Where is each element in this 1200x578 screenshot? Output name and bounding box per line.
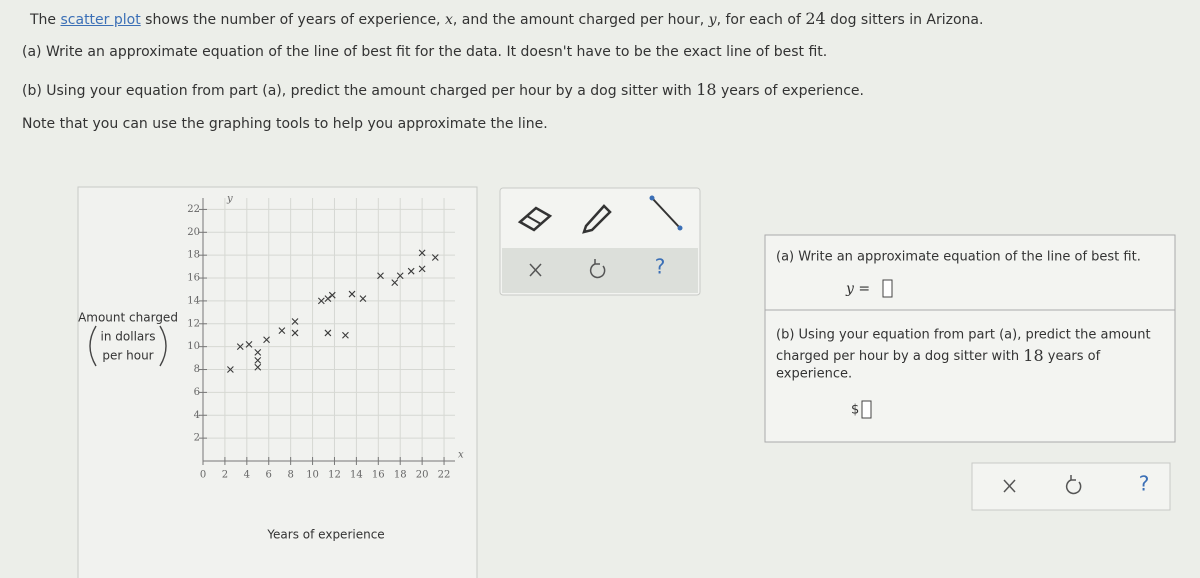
undo-button[interactable] bbox=[589, 259, 606, 279]
problem-part-b: (b) Using your equation from part (a), p… bbox=[22, 80, 864, 99]
help-button[interactable]: ? bbox=[655, 255, 666, 279]
point bbox=[263, 336, 270, 344]
answer-panel bbox=[764, 234, 1176, 443]
point bbox=[328, 291, 336, 299]
prediction-input[interactable] bbox=[861, 400, 872, 419]
x-tick-label: 4 bbox=[244, 470, 250, 481]
number: 24 bbox=[805, 9, 826, 28]
x-tick-label: 0 bbox=[200, 470, 206, 481]
x-tick-label: 10 bbox=[306, 470, 319, 481]
point bbox=[324, 295, 332, 303]
y-tick-label: 20 bbox=[187, 227, 200, 238]
y-tick-label: 22 bbox=[187, 204, 200, 215]
text: years of experience. bbox=[716, 83, 864, 99]
point bbox=[431, 254, 439, 261]
pencil-tool[interactable] bbox=[582, 204, 612, 234]
graph-panel[interactable] bbox=[77, 186, 478, 578]
y-axis-label: Amount charged bbox=[78, 311, 178, 325]
answer-part-a: (a) Write an approximate equation of the… bbox=[776, 250, 1141, 265]
x-tick-label: 22 bbox=[438, 470, 451, 481]
text: , and the amount charged per hour, bbox=[452, 12, 709, 28]
point bbox=[377, 272, 384, 280]
y-tick-label: 18 bbox=[187, 250, 200, 261]
point bbox=[254, 363, 262, 371]
y-tick-label: 14 bbox=[187, 295, 200, 306]
point bbox=[227, 366, 234, 373]
point bbox=[418, 249, 426, 257]
point bbox=[396, 272, 404, 280]
x-tick-label: 14 bbox=[350, 470, 363, 481]
y-axis-symbol: y bbox=[226, 194, 233, 205]
problem-intro: The scatter plot shows the number of yea… bbox=[30, 9, 983, 28]
line-tool[interactable] bbox=[649, 195, 683, 231]
help-button[interactable]: ? bbox=[1139, 472, 1150, 496]
x-axis-label: Years of experience bbox=[266, 528, 384, 542]
point bbox=[245, 340, 253, 348]
y-tick-label: 16 bbox=[187, 273, 200, 284]
eraser-tool[interactable] bbox=[517, 206, 553, 232]
y-tick-label: 10 bbox=[187, 341, 200, 352]
y-axis-label: per hour bbox=[102, 349, 153, 363]
paren bbox=[159, 325, 167, 367]
y-tick-label: 12 bbox=[187, 318, 200, 329]
point bbox=[254, 356, 262, 364]
math: y bbox=[708, 12, 717, 28]
point bbox=[348, 290, 356, 298]
point bbox=[291, 329, 299, 337]
point bbox=[342, 331, 349, 339]
dollar-sign: $ bbox=[851, 403, 859, 418]
toolbar-actions bbox=[502, 248, 698, 293]
equation-prefix: y = bbox=[845, 281, 870, 297]
text: The bbox=[30, 12, 61, 28]
answer-part-b: experience. bbox=[776, 367, 852, 382]
undo-button[interactable] bbox=[1065, 475, 1082, 495]
point bbox=[291, 318, 299, 325]
number: 18 bbox=[696, 80, 717, 99]
link[interactable]: scatter plot bbox=[60, 12, 141, 28]
text: shows the number of years of experience, bbox=[140, 12, 445, 28]
number: 18 bbox=[1023, 346, 1043, 365]
clear-button[interactable] bbox=[1003, 479, 1016, 493]
text: charged per hour by a dog sitter with bbox=[776, 349, 1023, 364]
x-axis-symbol: x bbox=[458, 450, 464, 461]
y-tick-label: 6 bbox=[194, 387, 200, 398]
text: , for each of bbox=[716, 12, 806, 28]
point bbox=[391, 279, 399, 287]
x-tick-label: 12 bbox=[328, 470, 341, 481]
x-tick-label: 8 bbox=[287, 470, 293, 481]
point bbox=[407, 267, 415, 275]
point bbox=[324, 329, 332, 337]
footer-buttons bbox=[971, 462, 1171, 511]
x-tick-label: 20 bbox=[416, 470, 429, 481]
point bbox=[418, 265, 426, 273]
point bbox=[278, 327, 286, 335]
answer-part-b: charged per hour by a dog sitter with 18… bbox=[776, 346, 1101, 365]
point bbox=[317, 297, 325, 305]
clear-button[interactable] bbox=[529, 263, 542, 277]
point bbox=[254, 348, 262, 356]
problem-part-a: (a) Write an approximate equation of the… bbox=[22, 44, 828, 60]
x-tick-label: 2 bbox=[222, 470, 228, 481]
problem-note: Note that you can use the graphing tools… bbox=[22, 116, 548, 132]
y-tick-label: 2 bbox=[194, 433, 200, 444]
point bbox=[236, 343, 244, 351]
equation-input[interactable] bbox=[882, 279, 893, 298]
text: years of bbox=[1044, 349, 1101, 364]
text: (b) Using your equation from part (a), p… bbox=[22, 83, 697, 99]
y-tick-label: 4 bbox=[194, 410, 200, 421]
x-tick-label: 18 bbox=[394, 470, 407, 481]
math: x bbox=[444, 12, 453, 28]
y-axis-label: in dollars bbox=[101, 330, 156, 344]
text: dog sitters in Arizona. bbox=[825, 12, 984, 28]
x-tick-label: 6 bbox=[266, 470, 272, 481]
paren bbox=[89, 325, 97, 367]
answer-part-b: (b) Using your equation from part (a), p… bbox=[776, 328, 1151, 343]
point bbox=[359, 295, 367, 303]
x-tick-label: 16 bbox=[372, 470, 385, 481]
y-tick-label: 8 bbox=[194, 364, 200, 375]
